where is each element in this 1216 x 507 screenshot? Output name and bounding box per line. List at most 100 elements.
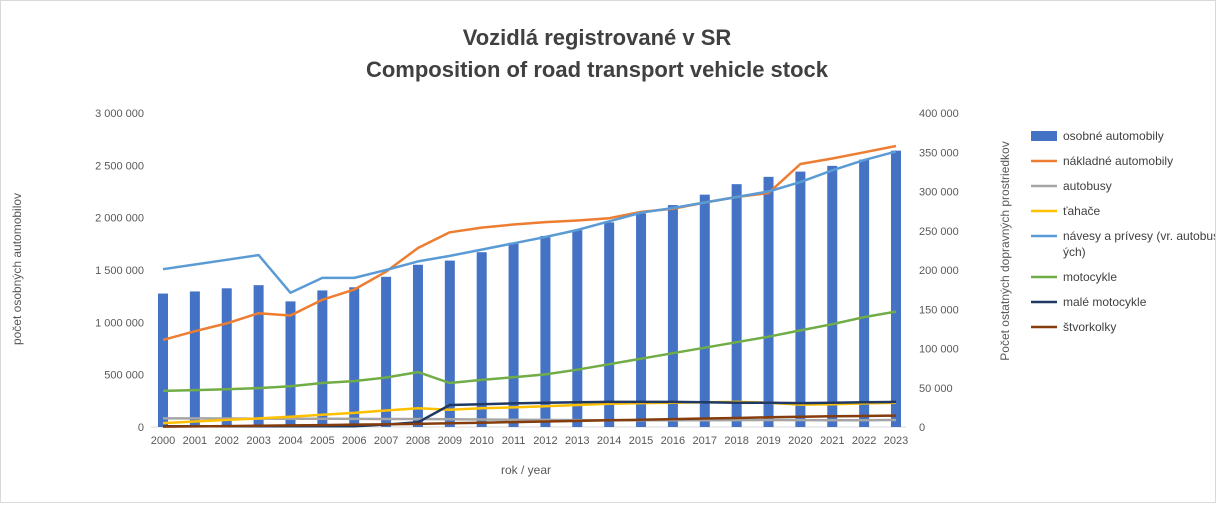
y2-tick-label: 50 000 (919, 383, 953, 395)
legend: osobné automobily nákladné automobily auto… (1031, 129, 1216, 334)
x-tick-label: 2022 (852, 435, 876, 447)
bar (540, 235, 551, 427)
bar (189, 291, 200, 427)
legend-label: ých) (1063, 245, 1086, 259)
series-line (162, 414, 897, 428)
x-tick-label: 2004 (278, 435, 302, 447)
bar (572, 230, 583, 427)
x-tick-label: 2003 (246, 435, 270, 447)
bar (763, 176, 774, 427)
x-tick-label: 2007 (374, 435, 398, 447)
x-tick-label: 2023 (884, 435, 908, 447)
legend-label: návesy a prívesy (vr. autobusov- (1063, 229, 1215, 243)
x-tick-label: 2005 (310, 435, 334, 447)
bar (476, 252, 487, 427)
bar (381, 276, 392, 427)
y-tick-label: 1 000 000 (95, 317, 144, 329)
x-axis-title: rok / year (501, 463, 551, 477)
legend-label: malé motocykle (1063, 295, 1147, 309)
x-tick-label: 2016 (661, 435, 685, 447)
line-series (162, 144, 897, 428)
y2-tick-label: 100 000 (919, 344, 959, 356)
series-line (163, 417, 897, 422)
y2-tick-label: 150 000 (919, 304, 959, 316)
y-tick-label: 2 500 000 (95, 160, 144, 172)
x-tick-label: 2011 (502, 435, 526, 447)
bar (158, 293, 168, 427)
legend-item: nákladné automobily (1031, 154, 1173, 168)
bar-series (158, 150, 901, 427)
y-tick-label: 3 000 000 (95, 108, 144, 120)
x-tick-label: 2017 (693, 435, 717, 447)
legend-item: osobné automobily (1031, 129, 1164, 143)
x-tick-label: 2019 (756, 435, 780, 447)
y-tick-label: 1 500 000 (95, 265, 144, 277)
bar (827, 165, 838, 427)
x-tick-label: 2021 (820, 435, 844, 447)
legend-item: autobusy (1031, 179, 1112, 193)
legend-item: ťahače (1031, 204, 1101, 218)
y-tick-label: 0 (138, 422, 144, 434)
legend-item: malé motocykle (1031, 295, 1147, 309)
bar (667, 205, 678, 427)
bar (317, 290, 328, 427)
bar (604, 222, 615, 427)
legend-label: ťahače (1063, 204, 1101, 218)
bar (285, 301, 296, 427)
x-tick-label: 2000 (151, 435, 175, 447)
bar (444, 260, 455, 427)
bar (253, 285, 264, 427)
bar (412, 264, 423, 427)
chart-subtitle: Composition of road transport vehicle st… (366, 57, 829, 82)
x-tick-label: 2012 (533, 435, 557, 447)
y-tick-label: 500 000 (104, 370, 144, 382)
bar (508, 242, 519, 427)
bar (636, 213, 647, 427)
y-axis-title: počet osobných automobilov (10, 193, 24, 345)
x-tick-label: 2001 (183, 435, 207, 447)
x-tick-label: 2006 (342, 435, 366, 447)
y2-tick-label: 350 000 (919, 147, 959, 159)
series-line (162, 310, 897, 393)
legend-label: autobusy (1063, 179, 1112, 193)
bar (731, 184, 742, 427)
y2-tick-label: 250 000 (919, 226, 959, 238)
chart-title: Vozidlá registrované v SR (463, 25, 732, 50)
series-line (162, 144, 897, 342)
x-tick-label: 2008 (406, 435, 430, 447)
y2-tick-label: 300 000 (919, 187, 959, 199)
bar (349, 287, 360, 427)
y-tick-label: 2 000 000 (95, 213, 144, 225)
x-tick-label: 2009 (438, 435, 462, 447)
legend-swatch (1031, 131, 1057, 141)
legend-item: návesy a prívesy (vr. autobusov-ých) (1031, 229, 1216, 259)
x-tick-label: 2010 (469, 435, 493, 447)
legend-label: nákladné automobily (1063, 154, 1173, 168)
legend-item: štvorkolky (1031, 320, 1116, 334)
right-axis-ticks: 0 50 000 100 000 150 000 200 000 250 000 300 0… (919, 108, 959, 434)
legend-item: motocykle (1031, 270, 1117, 284)
left-axis-ticks: 0 500 000 1 000 000 1 500 000 2 000 000 2 500… (95, 108, 144, 434)
x-tick-label: 2020 (788, 435, 812, 447)
x-tick-label: 2018 (724, 435, 748, 447)
y2-tick-label: 0 (919, 422, 925, 434)
x-tick-label: 2002 (214, 435, 238, 447)
y2-tick-label: 400 000 (919, 108, 959, 120)
y2-axis-title: Počet ostatných dopravných prostriedkov (998, 141, 1012, 360)
x-tick-label: 2013 (565, 435, 589, 447)
x-axis-ticks: 2000 2001 2002 2003 2004 2005 2006 2007 2008 2009… (151, 426, 908, 447)
bar (891, 150, 901, 427)
x-tick-label: 2014 (597, 435, 621, 447)
y2-tick-label: 200 000 (919, 265, 959, 277)
legend-label: osobné automobily (1063, 129, 1164, 143)
legend-label: štvorkolky (1063, 320, 1116, 334)
bar (859, 159, 870, 427)
bar (221, 288, 232, 427)
x-tick-label: 2015 (629, 435, 653, 447)
bar (795, 171, 806, 427)
bar (699, 194, 710, 427)
legend-label: motocykle (1063, 270, 1117, 284)
series-line (162, 150, 897, 295)
